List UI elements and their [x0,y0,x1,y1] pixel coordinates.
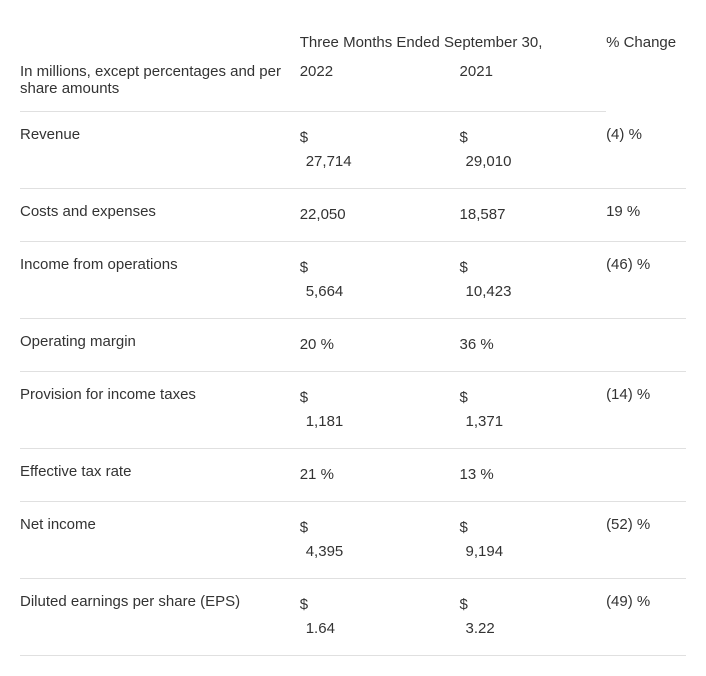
row-change [606,449,686,502]
currency-symbol: $ [300,593,452,617]
row-year2: $9,194 [460,502,607,579]
subheader-label: In millions, except percentages and per … [20,57,300,112]
row-change: (4) % [606,112,686,189]
row-year1: $5,664 [300,242,460,319]
row-change: (46) % [606,242,686,319]
row-label: Provision for income taxes [20,372,300,449]
currency-symbol: $ [460,516,599,540]
table-row: Operating margin20 %36 % [20,319,686,372]
currency-value: 1,371 [460,410,599,434]
currency-value: 3.22 [460,617,599,641]
currency-value: 5,664 [300,280,452,304]
currency-symbol: $ [460,593,599,617]
currency-value: 1,181 [300,410,452,434]
table-body: Revenue$27,714$29,010(4) %Costs and expe… [20,112,686,656]
row-label: Operating margin [20,319,300,372]
row-year1: 21 % [300,449,460,502]
currency-symbol: $ [300,256,452,280]
row-change: (14) % [606,372,686,449]
row-year2: 13 % [460,449,607,502]
currency-value: 10,423 [460,280,599,304]
row-year2: 18,587 [460,189,607,242]
table-row: Revenue$27,714$29,010(4) % [20,112,686,189]
row-change: 19 % [606,189,686,242]
row-year1: 22,050 [300,189,460,242]
row-change: (52) % [606,502,686,579]
table-row: Income from operations$5,664$10,423(46) … [20,242,686,319]
currency-value: 29,010 [460,150,599,174]
currency-symbol: $ [460,126,599,150]
currency-symbol: $ [460,256,599,280]
row-year2: $29,010 [460,112,607,189]
row-label: Revenue [20,112,300,189]
row-year1: $1,181 [300,372,460,449]
table-row: Provision for income taxes$1,181$1,371(1… [20,372,686,449]
header-blank [20,20,300,57]
row-label: Income from operations [20,242,300,319]
row-label: Effective tax rate [20,449,300,502]
header-row-1: Three Months Ended September 30, % Chang… [20,20,686,57]
currency-symbol: $ [300,516,452,540]
financial-table: Three Months Ended September 30, % Chang… [20,20,686,656]
table-row: Costs and expenses22,05018,58719 % [20,189,686,242]
table-row: Net income$4,395$9,194(52) % [20,502,686,579]
currency-symbol: $ [300,126,452,150]
change-header: % Change [606,20,686,112]
year1-header: 2022 [300,57,460,112]
header-row-2: In millions, except percentages and per … [20,57,686,112]
year2-header: 2021 [460,57,607,112]
row-year1: $27,714 [300,112,460,189]
table-row: Effective tax rate21 %13 % [20,449,686,502]
currency-symbol: $ [300,386,452,410]
row-year2: 36 % [460,319,607,372]
row-label: Net income [20,502,300,579]
currency-value: 1.64 [300,617,452,641]
currency-value: 9,194 [460,540,599,564]
currency-value: 27,714 [300,150,452,174]
row-label: Costs and expenses [20,189,300,242]
period-header: Three Months Ended September 30, [300,20,606,57]
row-change [606,319,686,372]
row-year1: 20 % [300,319,460,372]
row-year2: $1,371 [460,372,607,449]
row-year2: $10,423 [460,242,607,319]
currency-value: 4,395 [300,540,452,564]
row-year1: $4,395 [300,502,460,579]
currency-symbol: $ [460,386,599,410]
